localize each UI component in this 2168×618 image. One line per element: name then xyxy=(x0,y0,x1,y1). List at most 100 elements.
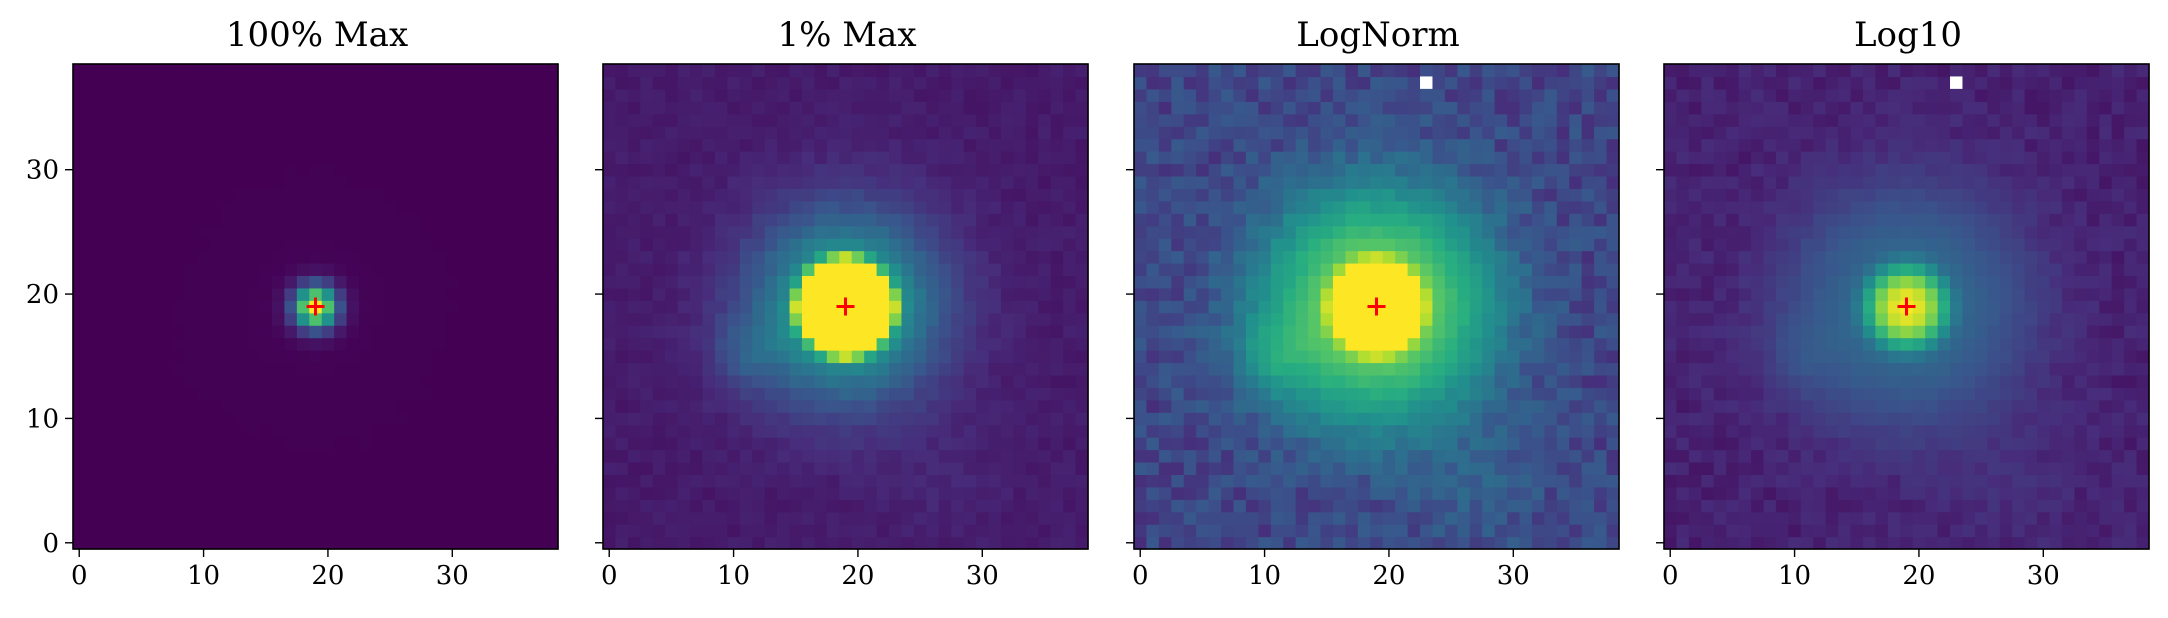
heatmap-cell xyxy=(714,499,728,513)
heatmap-cell xyxy=(826,536,840,550)
heatmap-cell xyxy=(1382,387,1396,401)
heatmap-cell xyxy=(533,275,547,289)
heatmap-cell xyxy=(309,151,323,165)
heatmap-cell xyxy=(1183,362,1197,376)
heatmap-cell xyxy=(1925,536,1939,550)
heatmap-cell xyxy=(1332,399,1347,413)
heatmap-cell xyxy=(1221,511,1235,525)
heatmap-cell xyxy=(901,387,915,401)
heatmap-cell xyxy=(1283,188,1297,202)
heatmap-cell xyxy=(926,337,940,351)
heatmap-cell xyxy=(1258,88,1272,102)
heatmap-cell xyxy=(1196,88,1210,102)
heatmap-cell xyxy=(714,412,728,426)
heatmap-cell xyxy=(1999,486,2013,500)
heatmap-cell xyxy=(533,64,547,78)
heatmap-cell xyxy=(777,300,791,314)
heatmap-cell xyxy=(1531,163,1545,177)
heatmap-cell xyxy=(97,138,111,152)
heatmap-cell xyxy=(1581,238,1595,252)
heatmap-cell xyxy=(826,449,840,463)
heatmap-cell xyxy=(1395,262,1409,277)
heatmap-cell xyxy=(1531,486,1545,500)
heatmap-cell xyxy=(727,461,741,475)
heatmap-cell xyxy=(1357,287,1371,301)
heatmap-cell xyxy=(284,511,298,525)
heatmap-cell xyxy=(1457,511,1471,525)
heatmap-cell xyxy=(1407,238,1421,252)
heatmap-cell xyxy=(408,325,422,339)
heatmap-cell xyxy=(1581,461,1595,475)
heatmap-cell xyxy=(110,64,124,78)
heatmap-cell xyxy=(1987,524,2001,538)
heatmap-cell xyxy=(247,524,261,538)
heatmap-cell xyxy=(1569,536,1583,550)
heatmap-cell xyxy=(640,238,654,252)
heatmap-cell xyxy=(1357,412,1371,426)
heatmap-cell xyxy=(764,461,778,475)
heatmap-cell xyxy=(1469,88,1483,102)
heatmap-cell xyxy=(752,238,766,252)
heatmap-cell xyxy=(752,275,766,289)
heatmap-cell xyxy=(160,76,174,90)
heatmap-cell xyxy=(739,250,753,264)
heatmap-cell xyxy=(1382,200,1396,214)
heatmap-cell xyxy=(1519,175,1533,189)
heatmap-cell xyxy=(1075,499,1089,513)
heatmap-cell xyxy=(1962,486,1976,500)
heatmap-cell xyxy=(789,424,803,438)
heatmap-cell xyxy=(222,437,236,451)
heatmap-cell xyxy=(627,387,641,401)
x-tick-label: 10 xyxy=(187,561,220,591)
y-tick-label: 30 xyxy=(26,156,59,186)
heatmap-cell xyxy=(1183,163,1197,177)
heatmap-cell xyxy=(1606,387,1620,401)
heatmap-cell xyxy=(383,461,397,475)
heatmap-cell xyxy=(801,424,816,438)
heatmap-cell xyxy=(889,524,903,538)
heatmap-cell xyxy=(1382,188,1396,202)
heatmap-cell xyxy=(1457,287,1471,301)
heatmap-cell xyxy=(110,387,124,401)
heatmap-cell xyxy=(483,374,497,388)
heatmap-cell xyxy=(122,151,136,165)
heatmap-cell xyxy=(1075,524,1089,538)
heatmap-cell xyxy=(1320,325,1334,339)
heatmap-cell xyxy=(321,113,335,127)
heatmap-cell xyxy=(603,461,617,475)
heatmap-cell xyxy=(1432,362,1446,376)
heatmap-cell xyxy=(1507,424,1521,438)
heatmap-cell xyxy=(739,312,753,326)
heatmap-cell xyxy=(197,387,211,401)
heatmap-cell xyxy=(1420,101,1434,115)
heatmap-cell xyxy=(1308,461,1322,475)
heatmap-cell xyxy=(889,250,903,264)
heatmap-cell xyxy=(259,138,273,152)
heatmap-cell xyxy=(677,362,691,376)
heatmap-cell xyxy=(1751,499,1765,513)
heatmap-cell xyxy=(1370,424,1384,438)
heatmap-cell xyxy=(222,486,236,500)
heatmap-cell xyxy=(73,524,87,538)
heatmap-cell xyxy=(222,64,236,78)
heatmap-cell xyxy=(508,113,522,127)
heatmap-cell xyxy=(1308,449,1322,463)
heatmap-cell xyxy=(615,524,629,538)
heatmap-cell xyxy=(1050,412,1064,426)
heatmap-cell xyxy=(271,213,286,227)
heatmap-cell xyxy=(1444,88,1458,102)
heatmap-cell xyxy=(963,200,977,214)
heatmap-cell xyxy=(652,175,666,189)
heatmap-cell xyxy=(1432,138,1446,152)
heatmap-cell xyxy=(951,163,965,177)
heatmap-cell xyxy=(615,511,629,525)
heatmap-cell xyxy=(1370,337,1384,351)
heatmap-cell xyxy=(1221,300,1235,314)
heatmap-cell xyxy=(359,524,373,538)
heatmap-cell xyxy=(1581,76,1595,90)
heatmap-cell xyxy=(135,524,149,538)
heatmap-cell xyxy=(160,412,174,426)
heatmap-cell xyxy=(545,250,559,264)
heatmap-cell xyxy=(470,126,484,140)
heatmap-cell xyxy=(1482,225,1496,239)
